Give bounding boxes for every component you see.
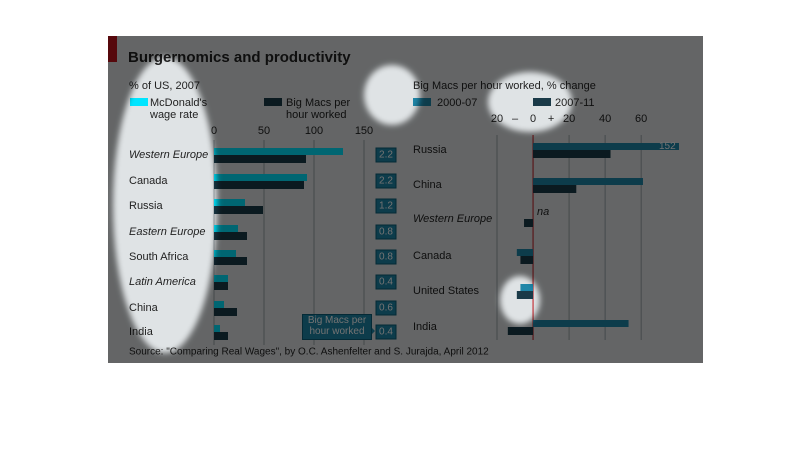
bar [507, 327, 534, 335]
x-tick-label: 20 [491, 113, 503, 125]
red-tag [108, 36, 117, 62]
bar [214, 155, 306, 163]
bar [214, 282, 228, 290]
category-label: United States [413, 285, 480, 297]
axis-sign: – [512, 113, 519, 125]
bar [214, 250, 236, 257]
category-label: Canada [413, 250, 452, 262]
bar [214, 257, 247, 265]
bar [516, 249, 534, 256]
x-tick-label: 150 [355, 125, 373, 137]
bar [214, 148, 343, 155]
bar [533, 150, 611, 158]
x-tick-label: 0 [530, 113, 536, 125]
axis-sign: + [548, 113, 554, 125]
category-label: Western Europe [129, 149, 208, 161]
category-label: Canada [129, 175, 168, 187]
bar [214, 301, 224, 308]
value-label: 0.6 [379, 303, 393, 314]
bar [214, 199, 245, 206]
value-label: 0.4 [379, 277, 393, 288]
bar [214, 232, 247, 240]
bar [214, 325, 220, 332]
chart-title: % of US, 2007 [129, 80, 200, 92]
x-tick-label: 100 [305, 125, 323, 137]
legend-swatch [264, 98, 282, 106]
bar [214, 308, 237, 316]
bar [533, 185, 577, 193]
bar [533, 143, 679, 150]
category-label: Western Europe [413, 213, 492, 225]
x-tick-label: 20 [563, 113, 575, 125]
legend-swatch [130, 98, 148, 106]
category-label: India [129, 326, 154, 338]
title: Burgernomics and productivity [128, 49, 351, 66]
value-label: 1.2 [379, 201, 393, 212]
annotation: Big Macs per hour worked [302, 314, 372, 340]
x-tick-label: 40 [599, 113, 611, 125]
chart-title: Big Macs per hour worked, % change [413, 80, 596, 92]
category-label: India [413, 321, 438, 333]
category-label: China [413, 179, 443, 191]
value-label: 0.4 [379, 327, 393, 338]
category-label: Russia [129, 200, 164, 212]
x-tick-label: 60 [635, 113, 647, 125]
value-label: 0.8 [379, 227, 393, 238]
bar [516, 291, 534, 299]
category-label: Latin America [129, 276, 196, 288]
bar [520, 284, 534, 291]
legend-label: Big Macs per hour worked [286, 97, 351, 121]
category-label: China [129, 302, 159, 314]
bar [533, 178, 643, 185]
legend-swatch [533, 98, 551, 106]
legend-label: 2000-07 [437, 97, 478, 109]
x-tick-label: 0 [211, 125, 217, 137]
bar [214, 332, 228, 340]
bar [520, 256, 534, 264]
legend-label: McDonald's wage rate [150, 97, 208, 121]
bar [214, 225, 238, 232]
category-label: Russia [413, 144, 448, 156]
bar [524, 219, 534, 227]
value-label: 0.8 [379, 252, 393, 263]
bar [214, 206, 263, 214]
source: Source: "Comparing Real Wages", by O.C. … [129, 347, 489, 358]
value-label: 152 [659, 141, 676, 152]
na-label: na [537, 206, 549, 218]
category-label: South Africa [129, 251, 189, 263]
bar [214, 174, 307, 181]
legend-label: 2007-11 [555, 97, 595, 109]
value-label: 2.2 [379, 150, 393, 161]
bar [214, 275, 228, 282]
bar [214, 181, 304, 189]
category-label: Eastern Europe [129, 226, 205, 238]
x-tick-label: 50 [258, 125, 270, 137]
value-label: 2.2 [379, 176, 393, 187]
legend-swatch [413, 98, 431, 106]
bar [533, 320, 629, 327]
